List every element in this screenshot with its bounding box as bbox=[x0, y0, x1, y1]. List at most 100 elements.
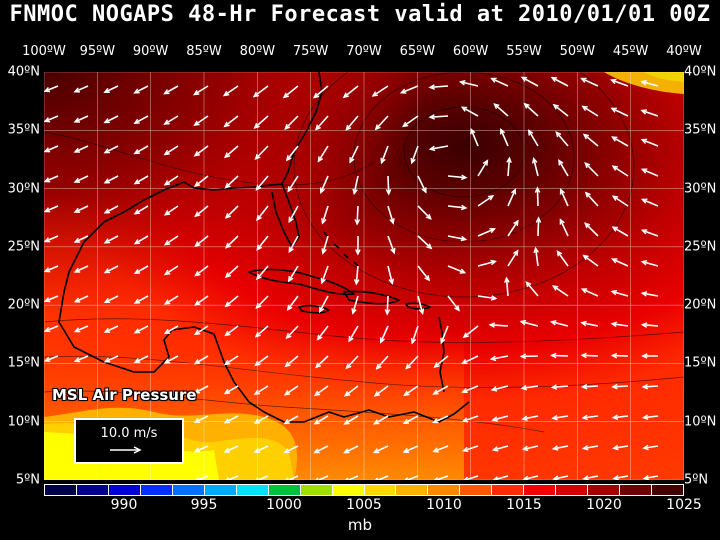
wind-vector bbox=[193, 145, 209, 157]
wind-vector bbox=[499, 127, 509, 147]
colorbar-label: 1000 bbox=[266, 497, 302, 513]
wind-vector bbox=[315, 475, 329, 480]
wind-vector bbox=[477, 159, 489, 177]
vector-scale-label: 10.0 m/s bbox=[100, 426, 158, 441]
wind-vector bbox=[580, 352, 599, 359]
wind-vector bbox=[558, 159, 569, 177]
wind-vector bbox=[103, 175, 119, 184]
wind-vector bbox=[551, 445, 569, 451]
wind-vector bbox=[580, 288, 599, 297]
wind-vector bbox=[581, 414, 599, 421]
wind-vector bbox=[44, 145, 59, 153]
wind-vector bbox=[447, 265, 467, 274]
wind-vector bbox=[252, 85, 269, 98]
wind-vector bbox=[253, 115, 269, 129]
wind-vector bbox=[611, 195, 629, 207]
colorbar-swatch bbox=[268, 485, 301, 495]
wind-vector bbox=[255, 175, 269, 191]
wind-vector bbox=[253, 445, 269, 453]
wind-vector bbox=[375, 355, 389, 370]
wind-vector bbox=[550, 352, 569, 359]
wind-vector bbox=[531, 156, 539, 177]
wind-vector bbox=[313, 415, 329, 425]
wind-vector bbox=[283, 385, 299, 396]
wind-vector bbox=[556, 250, 569, 267]
wind-vector bbox=[321, 235, 329, 255]
vector-scale-arrow bbox=[110, 446, 142, 454]
wind-vector bbox=[256, 235, 269, 251]
wind-vector bbox=[44, 115, 59, 123]
wind-vector bbox=[355, 235, 361, 256]
wind-vectors bbox=[44, 76, 659, 480]
pressure-colorbar bbox=[44, 484, 684, 496]
wind-vector bbox=[611, 165, 629, 177]
wind-vector bbox=[254, 355, 269, 367]
wind-vector bbox=[103, 145, 119, 154]
wind-vector bbox=[552, 103, 569, 117]
wind-vector bbox=[549, 320, 569, 327]
latitude-label: 35ºN bbox=[7, 122, 40, 138]
wind-vector bbox=[458, 80, 479, 87]
wind-vector bbox=[103, 235, 119, 244]
wind-vector bbox=[193, 325, 209, 336]
wind-vector bbox=[224, 235, 239, 249]
wind-vector bbox=[519, 319, 539, 327]
wind-vector bbox=[317, 145, 329, 163]
wind-vector bbox=[374, 115, 389, 131]
colorbar-swatch bbox=[108, 485, 141, 495]
wind-vector bbox=[345, 115, 359, 132]
colorbar-label: 1020 bbox=[586, 497, 622, 513]
wind-vector bbox=[522, 475, 539, 480]
wind-vector bbox=[193, 385, 209, 394]
wind-vector bbox=[640, 138, 659, 147]
wind-vector bbox=[447, 295, 460, 312]
wind-vector bbox=[163, 145, 179, 156]
wind-vector bbox=[313, 445, 329, 454]
wind-vector bbox=[507, 188, 517, 207]
wind-vector bbox=[103, 85, 119, 93]
wind-vector bbox=[73, 205, 89, 213]
wind-vector bbox=[640, 322, 659, 328]
wind-vector bbox=[254, 325, 269, 338]
wind-vector bbox=[611, 383, 629, 390]
wind-vector bbox=[417, 295, 425, 315]
latitude-label: 40ºN bbox=[684, 64, 717, 80]
wind-vector bbox=[163, 85, 179, 95]
wind-vector bbox=[410, 145, 419, 165]
wind-vector bbox=[193, 355, 209, 365]
longitude-label: 65ºW bbox=[399, 44, 436, 59]
wind-vector bbox=[163, 325, 179, 335]
wind-vector bbox=[133, 295, 149, 304]
wind-vector bbox=[385, 175, 392, 196]
wind-vector bbox=[492, 475, 509, 480]
colorbar-swatch bbox=[460, 485, 493, 495]
wind-vector bbox=[285, 475, 299, 480]
wind-vector bbox=[223, 355, 239, 366]
wind-vector bbox=[580, 383, 599, 390]
wind-vector bbox=[611, 414, 629, 420]
colorbar-swatch bbox=[172, 485, 205, 495]
colorbar-swatch bbox=[524, 485, 557, 495]
wind-vector bbox=[342, 85, 359, 99]
wind-vector bbox=[432, 445, 449, 453]
wind-vector bbox=[519, 353, 539, 360]
wind-vector bbox=[611, 258, 629, 267]
wind-vector bbox=[371, 85, 389, 97]
longitude-label: 60ºW bbox=[452, 44, 489, 59]
longitude-label: 75ºW bbox=[292, 44, 329, 59]
wind-vector bbox=[470, 127, 479, 147]
wind-vector bbox=[402, 415, 419, 424]
wind-vector bbox=[163, 205, 179, 216]
longitude-label: 95ºW bbox=[79, 44, 116, 59]
wind-vector bbox=[133, 355, 149, 363]
wind-vector bbox=[640, 229, 659, 237]
wind-vector bbox=[428, 84, 449, 90]
wind-vector bbox=[193, 445, 209, 453]
longitude-label: 80ºW bbox=[239, 44, 276, 59]
latitude-label: 10ºN bbox=[7, 414, 40, 430]
wind-vector bbox=[353, 265, 360, 286]
colorbar-swatch bbox=[492, 485, 525, 495]
wind-vector bbox=[642, 474, 659, 480]
wind-vector bbox=[345, 355, 359, 370]
wind-vector bbox=[351, 295, 359, 315]
